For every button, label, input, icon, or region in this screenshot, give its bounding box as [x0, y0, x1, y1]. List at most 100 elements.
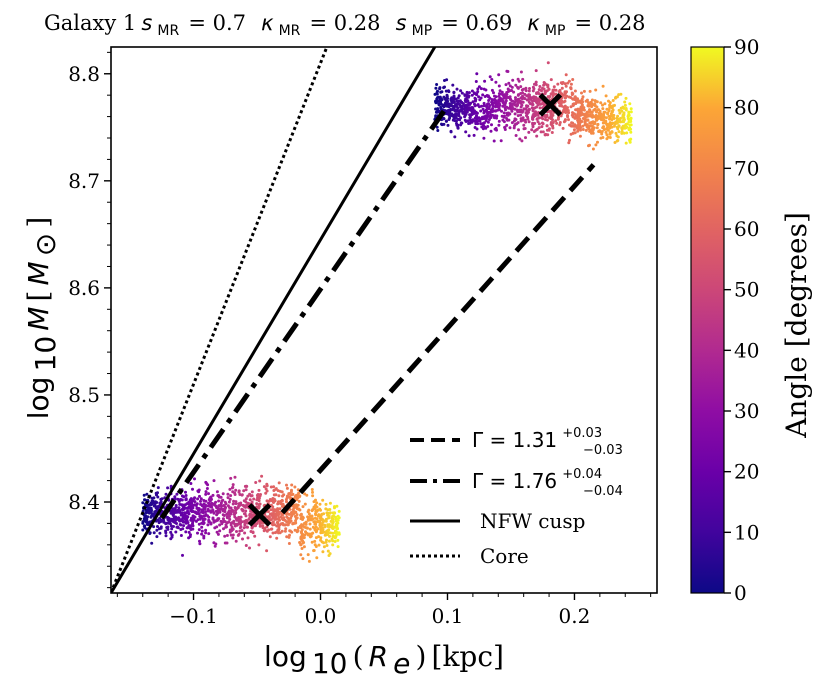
scatter-point: [278, 507, 282, 511]
scatter-point: [556, 82, 560, 86]
scatter-point: [435, 92, 439, 96]
scatter-point: [504, 99, 508, 103]
scatter-point: [225, 541, 229, 545]
scatter-point: [267, 528, 271, 532]
scatter-point: [316, 527, 320, 531]
scatter-point: [299, 512, 303, 516]
scatter-point: [436, 107, 440, 111]
scatter-point: [331, 539, 335, 543]
scatter-point: [206, 507, 210, 511]
scatter-point: [558, 123, 562, 127]
scatter-point: [311, 494, 315, 498]
scatter-point: [573, 131, 577, 135]
scatter-point: [257, 499, 261, 503]
scatter-point: [508, 126, 512, 130]
scatter-point: [164, 492, 168, 496]
scatter-point: [314, 513, 318, 517]
scatter-point: [595, 100, 599, 104]
scatter-point: [480, 104, 483, 108]
scatter-point: [629, 116, 633, 120]
scatter-point: [143, 498, 147, 502]
scatter-point: [481, 93, 485, 97]
scatter-point: [494, 95, 498, 99]
scatter-point: [490, 123, 493, 127]
scatter-point: [301, 557, 305, 561]
series-line-nfw-cusp: [111, 47, 437, 593]
scatter-point: [573, 89, 577, 93]
scatter-point: [595, 126, 599, 130]
scatter-point: [233, 475, 237, 479]
scatter-point: [216, 532, 220, 536]
scatter-point: [280, 499, 284, 503]
scatter-point: [595, 105, 599, 109]
scatter-point: [145, 492, 149, 496]
scatter-point: [563, 82, 567, 86]
scatter-point: [440, 90, 444, 94]
scatter-point: [231, 533, 235, 537]
scatter-point: [312, 549, 316, 552]
scatter-point: [204, 503, 207, 507]
scatter-point: [290, 488, 293, 492]
scatter-point: [253, 534, 257, 538]
scatter-point: [258, 502, 262, 506]
scatter-point: [578, 134, 582, 138]
scatter-point: [470, 93, 474, 97]
scatter-point: [181, 520, 185, 524]
scatter-point: [545, 124, 549, 128]
scatter-point: [490, 78, 494, 81]
scatter-point: [276, 507, 280, 511]
scatter-point: [492, 91, 495, 95]
scatter-point: [448, 114, 452, 118]
scatter-point: [517, 128, 520, 132]
scatter-point: [438, 86, 442, 90]
scatter-point: [331, 520, 335, 524]
scatter-point: [145, 505, 149, 509]
scatter-point: [520, 139, 524, 143]
scatter-point: [498, 103, 502, 107]
scatter-point: [321, 528, 325, 531]
scatter-point: [494, 99, 498, 103]
scatter-point: [594, 143, 598, 147]
scatter-point: [227, 520, 231, 524]
scatter-point: [452, 90, 456, 94]
scatter-point: [219, 495, 223, 499]
scatter-point: [524, 86, 528, 90]
scatter-point: [619, 92, 623, 96]
scatter-point: [629, 123, 633, 127]
scatter-point: [311, 490, 314, 494]
scatter-point: [579, 126, 582, 130]
scatter-point: [302, 536, 306, 540]
series-line-dashdot-fit: [159, 104, 450, 520]
scatter-point: [489, 129, 493, 133]
scatter-point: [270, 527, 274, 531]
scatter-point: [244, 497, 248, 501]
colorbar-tick-label: 0: [734, 581, 747, 605]
scatter-point: [152, 531, 156, 535]
scatter-point: [204, 531, 208, 535]
scatter-point: [315, 505, 319, 509]
scatter-point: [521, 116, 525, 120]
scatter-point: [505, 123, 509, 127]
scatter-point: [174, 530, 178, 534]
scatter-point: [532, 87, 536, 91]
scatter-point: [456, 106, 460, 110]
scatter-point: [246, 525, 249, 529]
scatter-point: [319, 508, 322, 512]
scatter-point: [179, 523, 183, 527]
scatter-point: [473, 104, 477, 108]
scatter-point: [239, 503, 243, 507]
scatter-point: [304, 520, 308, 524]
scatter-point: [590, 110, 594, 114]
scatter-point: [545, 118, 549, 122]
y-label-unit: M: [22, 261, 55, 285]
scatter-point: [601, 103, 604, 107]
scatter-point: [244, 488, 248, 492]
scatter-point: [518, 137, 522, 141]
scatter-point: [486, 120, 490, 124]
scatter-point: [486, 125, 490, 128]
scatter-point: [324, 517, 328, 521]
scatter-point: [479, 96, 483, 100]
scatter-point: [225, 534, 229, 537]
scatter-point: [212, 479, 216, 483]
scatter-point: [187, 512, 191, 516]
